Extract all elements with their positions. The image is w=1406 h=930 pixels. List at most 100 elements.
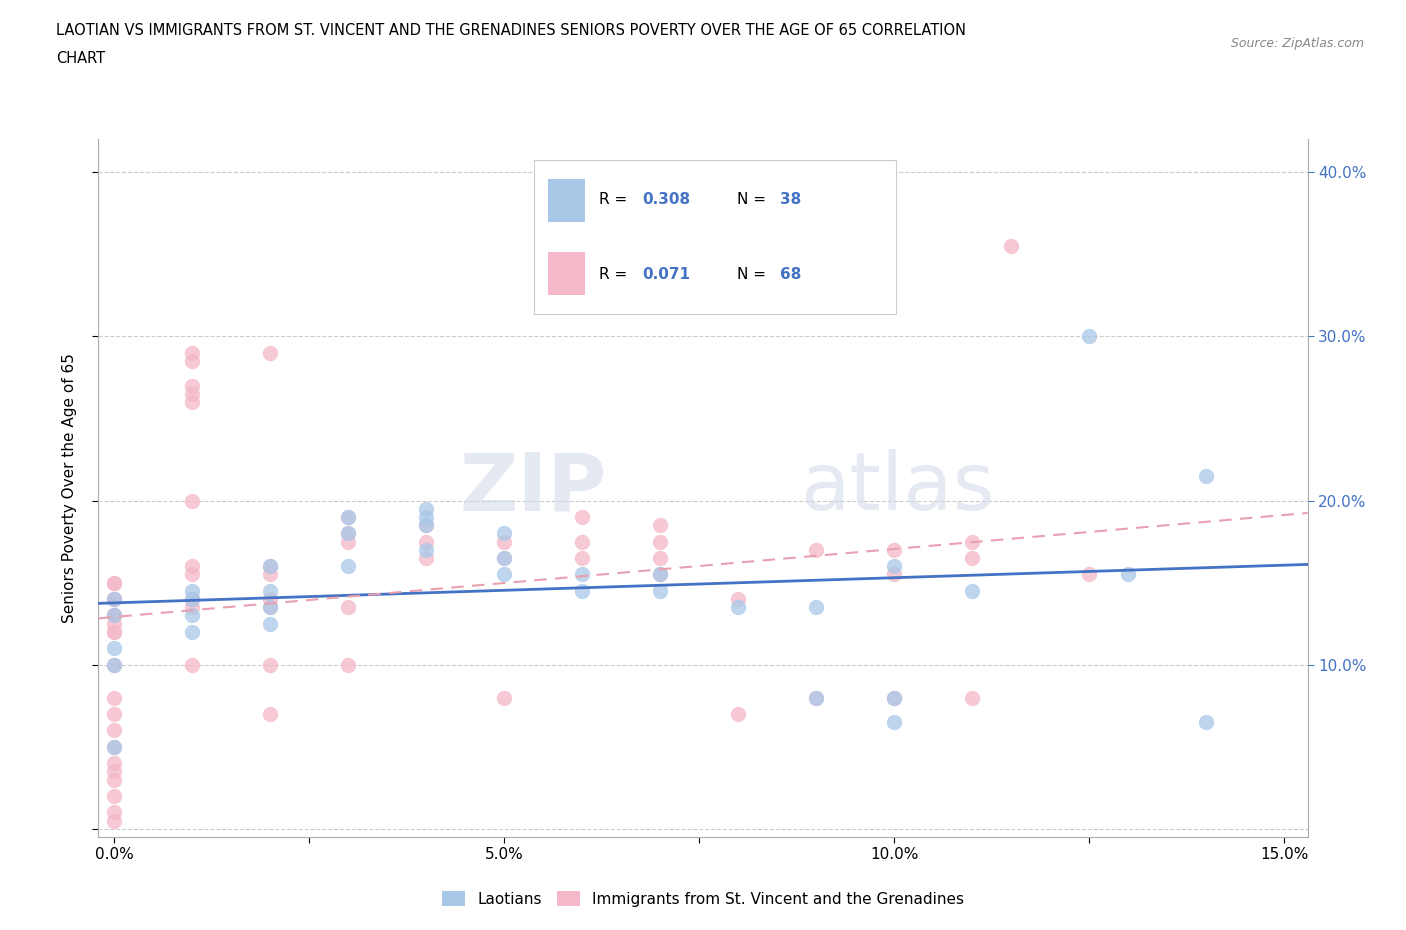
Point — [103, 591, 125, 606]
Point — [181, 624, 204, 639]
Point — [103, 813, 125, 828]
Point — [415, 518, 437, 533]
Point — [415, 510, 437, 525]
Point — [259, 600, 281, 615]
Point — [103, 575, 125, 590]
Point — [103, 723, 125, 737]
Point — [1078, 567, 1101, 582]
Point — [337, 658, 360, 672]
Point — [181, 591, 204, 606]
Text: Source: ZipAtlas.com: Source: ZipAtlas.com — [1230, 37, 1364, 50]
Point — [883, 690, 905, 705]
Point — [1195, 469, 1218, 484]
Point — [181, 600, 204, 615]
Point — [103, 641, 125, 656]
Point — [883, 567, 905, 582]
Point — [648, 551, 671, 565]
Point — [727, 707, 749, 722]
Point — [337, 526, 360, 541]
Point — [103, 608, 125, 623]
Point — [648, 567, 671, 582]
Point — [415, 501, 437, 516]
Point — [103, 805, 125, 820]
Point — [103, 739, 125, 754]
Point — [494, 690, 516, 705]
Point — [103, 608, 125, 623]
Point — [103, 591, 125, 606]
Point — [259, 559, 281, 574]
Point — [960, 583, 983, 598]
Point — [494, 526, 516, 541]
Point — [648, 567, 671, 582]
Point — [337, 534, 360, 549]
Point — [259, 583, 281, 598]
Point — [259, 600, 281, 615]
Point — [883, 714, 905, 729]
Point — [181, 591, 204, 606]
Point — [103, 575, 125, 590]
Point — [960, 690, 983, 705]
Text: LAOTIAN VS IMMIGRANTS FROM ST. VINCENT AND THE GRENADINES SENIORS POVERTY OVER T: LAOTIAN VS IMMIGRANTS FROM ST. VINCENT A… — [56, 23, 966, 38]
Point — [494, 567, 516, 582]
Point — [259, 567, 281, 582]
Point — [181, 493, 204, 508]
Point — [571, 583, 593, 598]
Point — [883, 542, 905, 557]
Point — [181, 567, 204, 582]
Point — [804, 690, 827, 705]
Point — [648, 583, 671, 598]
Point — [415, 551, 437, 565]
Point — [181, 658, 204, 672]
Point — [571, 567, 593, 582]
Point — [804, 600, 827, 615]
Point — [181, 559, 204, 574]
Point — [1078, 329, 1101, 344]
Point — [181, 387, 204, 402]
Point — [181, 379, 204, 393]
Point — [337, 600, 360, 615]
Point — [103, 658, 125, 672]
Point — [415, 542, 437, 557]
Point — [259, 559, 281, 574]
Point — [103, 739, 125, 754]
Point — [181, 583, 204, 598]
Point — [804, 690, 827, 705]
Point — [103, 608, 125, 623]
Point — [1195, 714, 1218, 729]
Point — [1000, 239, 1022, 254]
Point — [494, 534, 516, 549]
Point — [103, 617, 125, 631]
Point — [103, 707, 125, 722]
Point — [259, 658, 281, 672]
Point — [571, 534, 593, 549]
Point — [337, 526, 360, 541]
Point — [103, 658, 125, 672]
Point — [103, 756, 125, 771]
Point — [337, 510, 360, 525]
Point — [571, 551, 593, 565]
Legend: Laotians, Immigrants from St. Vincent and the Grenadines: Laotians, Immigrants from St. Vincent an… — [436, 885, 970, 913]
Point — [494, 551, 516, 565]
Point — [259, 617, 281, 631]
Point — [883, 559, 905, 574]
Point — [259, 345, 281, 360]
Point — [337, 510, 360, 525]
Point — [727, 600, 749, 615]
Point — [103, 624, 125, 639]
Point — [337, 559, 360, 574]
Point — [648, 534, 671, 549]
Point — [494, 551, 516, 565]
Point — [883, 690, 905, 705]
Point — [960, 551, 983, 565]
Point — [103, 789, 125, 804]
Point — [648, 518, 671, 533]
Point — [960, 534, 983, 549]
Point — [727, 591, 749, 606]
Point — [103, 591, 125, 606]
Y-axis label: Seniors Poverty Over the Age of 65: Seniors Poverty Over the Age of 65 — [62, 353, 77, 623]
Text: ZIP: ZIP — [458, 449, 606, 527]
Point — [259, 591, 281, 606]
Point — [1116, 567, 1139, 582]
Point — [181, 345, 204, 360]
Text: atlas: atlas — [800, 449, 994, 527]
